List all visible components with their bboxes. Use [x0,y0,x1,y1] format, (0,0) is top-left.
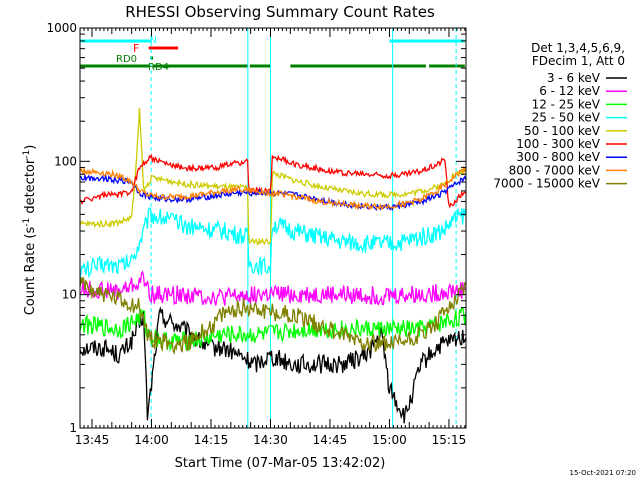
legend-entry-label: 800 - 7000 keV [509,163,601,177]
legend-entry-label: 300 - 800 keV [516,150,600,164]
flag-label-rd0: RD0 [116,54,137,65]
series-line [79,277,466,355]
legend: Det 1,3,4,5,6,9, FDecim 1, Att 0 3 - 6 k… [493,41,627,191]
legend-header-2: FDecim 1, Att 0 [532,54,625,68]
flag-label-rd4: RD4 [148,62,169,73]
x-tick-label: 14:15 [194,433,229,447]
legend-entry-label: 100 - 300 keV [516,137,600,151]
x-tick-label: 14:00 [134,433,169,447]
legend-header-1: Det 1,3,4,5,6,9, [531,41,625,55]
x-tick-label: 14:30 [253,433,288,447]
legend-entry-label: 12 - 25 keV [532,97,601,111]
x-tick-label: 15:00 [372,433,407,447]
series-line [79,153,467,209]
y-axis-label: Count Rate (s-1 detector-1) [22,145,38,316]
legend-entry-label: 7000 - 15000 keV [493,177,600,191]
legend-entry-label: 3 - 6 keV [547,71,601,85]
x-tick-label: 14:45 [313,433,348,447]
series-line [79,306,467,424]
flag-label-f: F [133,42,139,55]
series-line [79,270,467,306]
flag-bars [80,39,465,68]
y-tick-label: 100 [54,154,77,168]
series-line [79,207,467,281]
x-tick-label: 15:15 [432,433,467,447]
series-line [79,107,466,246]
footer-timestamp: 15-Oct-2021 07:20 [570,469,636,477]
y-tick-label: 1 [69,421,77,435]
chart-title: RHESSI Observing Summary Count Rates [125,3,435,21]
x-axis-label: Start Time (07-Mar-05 13:42:02) [175,456,386,471]
series-line [79,165,467,211]
plot-frame [79,27,467,429]
x-tick-label: 13:45 [75,433,110,447]
flag-label-n: N [150,36,157,46]
legend-entry-label: 6 - 12 keV [539,84,601,98]
y-tick-label: 1000 [46,21,77,35]
axis-ticks: 1 10 100 1000 13:45 14:00 14:15 14:30 14:45 15:00… [46,21,466,447]
legend-entry-label: 50 - 100 keV [524,124,601,138]
y-tick-label: 10 [62,288,77,302]
series-line [79,306,467,352]
legend-entry-label: 25 - 50 keV [532,111,601,125]
series-lines [79,107,467,424]
